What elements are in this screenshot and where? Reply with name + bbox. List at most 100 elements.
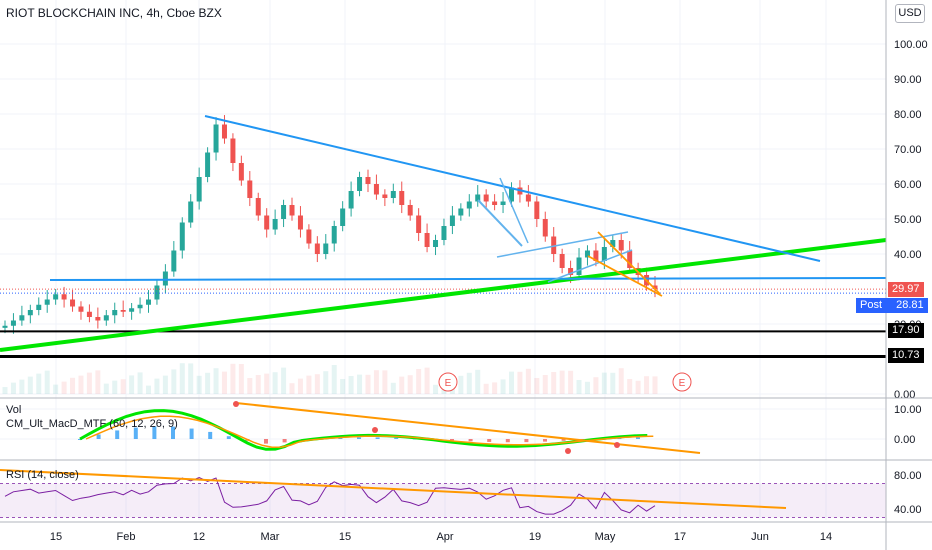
macd-histogram-bar xyxy=(208,431,213,439)
macd-tick-label: 10.00 xyxy=(894,404,922,416)
blue-horizontal-line xyxy=(49,277,887,281)
candle-body xyxy=(281,205,287,219)
support-badge-2: 10.73 xyxy=(888,348,924,363)
volume-bar xyxy=(357,374,363,394)
candle-body xyxy=(601,247,607,261)
candle-body xyxy=(289,205,295,216)
volume-bar xyxy=(331,365,337,394)
rsi-band xyxy=(0,483,886,518)
volume-bar xyxy=(568,370,574,394)
volume-bar xyxy=(517,371,523,394)
candle-body xyxy=(433,240,439,247)
volume-bar xyxy=(53,384,59,394)
flagpole-line xyxy=(499,177,529,244)
macd-histogram-bar xyxy=(617,438,622,440)
y-tick-label: 60.00 xyxy=(894,179,922,191)
candle-body xyxy=(508,187,514,202)
y-tick-label: 100.00 xyxy=(894,39,928,51)
macd-histogram-bar xyxy=(394,437,399,439)
macd-histogram-bar xyxy=(171,426,175,439)
earnings-icon xyxy=(672,372,692,392)
candle-body xyxy=(129,308,135,312)
candle-body xyxy=(382,194,388,198)
volume-bar xyxy=(137,372,143,394)
x-tick-label: 12 xyxy=(193,531,205,543)
y-tick-label: 80.00 xyxy=(894,109,922,121)
candle-body xyxy=(458,208,464,216)
candle-body xyxy=(264,215,270,230)
candle-body xyxy=(610,240,616,247)
volume-bar xyxy=(272,372,278,394)
candles xyxy=(2,115,658,334)
volume-bar xyxy=(399,376,405,394)
volume-bar xyxy=(188,363,194,394)
post-market-badge: Post 28.81 xyxy=(856,298,928,313)
macd-histogram-bar xyxy=(524,439,529,443)
candle-body xyxy=(399,191,405,205)
y-tick-label: 50.00 xyxy=(894,214,922,226)
candle-body xyxy=(500,201,506,205)
macd-histogram-bar xyxy=(468,439,473,442)
candle-body xyxy=(357,177,363,191)
candle-body xyxy=(70,299,76,307)
candle-body xyxy=(179,222,185,251)
volume-bar xyxy=(289,383,295,394)
macd-histogram-bar xyxy=(375,437,380,439)
rsi-tick-label: 80.00 xyxy=(894,470,922,482)
macd-label[interactable]: CM_Ult_MacD_MTF (60, 12, 26, 9) xyxy=(6,418,178,430)
macd-histogram-bar xyxy=(636,437,640,439)
candle-body xyxy=(36,304,42,310)
candle-body xyxy=(27,310,33,316)
macd-histogram-bar xyxy=(115,430,120,439)
candle-body xyxy=(416,215,422,233)
candle-body xyxy=(576,257,582,275)
candle-body xyxy=(593,250,599,261)
channel-lower-line xyxy=(547,249,633,283)
volume-bar xyxy=(213,368,219,394)
candle-body xyxy=(171,250,177,272)
x-tick-label: 14 xyxy=(820,531,832,543)
y-tick-label: 40.00 xyxy=(894,249,922,261)
volume-bar xyxy=(154,378,160,394)
volume-bar xyxy=(373,370,379,394)
volume-bar xyxy=(221,371,227,394)
candle-body xyxy=(340,208,346,226)
macd-cross-dot xyxy=(565,448,571,454)
volume-bar xyxy=(86,372,92,394)
volume-bar xyxy=(255,375,261,394)
volume-bar xyxy=(601,372,607,394)
x-tick-label: 15 xyxy=(339,531,351,543)
volume-bar xyxy=(297,378,303,394)
candle-body xyxy=(188,201,194,223)
volume-bar xyxy=(390,382,396,394)
macd-histogram-bar xyxy=(505,439,510,443)
volume-bar xyxy=(424,367,430,394)
volume-label[interactable]: Vol xyxy=(6,404,22,416)
volume-bar xyxy=(534,378,540,394)
candle-body xyxy=(390,191,396,198)
volume-bar xyxy=(500,379,506,394)
last-price-badge: 29.97 xyxy=(888,282,924,297)
volume-bar xyxy=(652,376,658,394)
volume-bar xyxy=(19,379,25,394)
volume-bar xyxy=(171,369,177,394)
candle-body xyxy=(492,201,498,205)
volume-bar xyxy=(551,372,557,394)
candle-body xyxy=(652,285,658,290)
candle-body xyxy=(568,268,574,275)
rsi-label[interactable]: RSI (14, close) xyxy=(6,469,79,481)
candle-body xyxy=(137,304,143,309)
volume-bar xyxy=(584,381,590,394)
candle-body xyxy=(551,236,557,254)
candle-body xyxy=(323,243,329,254)
volume-bar xyxy=(525,368,531,394)
y-tick-label: 0.00 xyxy=(894,389,915,401)
currency-button[interactable]: USD xyxy=(895,4,925,23)
volume-bar xyxy=(36,373,42,394)
x-tick-label: Mar xyxy=(261,531,280,543)
candle-body xyxy=(78,306,84,312)
volume-bar xyxy=(323,371,329,394)
candle-body xyxy=(10,320,16,326)
